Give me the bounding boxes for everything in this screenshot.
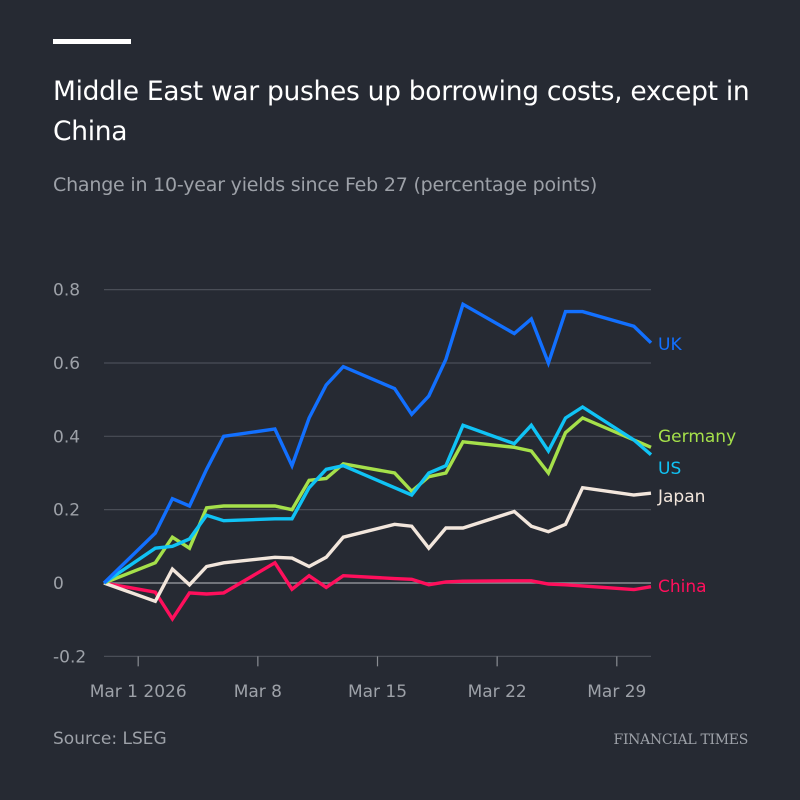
x-tick-label: Mar 22	[468, 682, 527, 702]
chart-subtitle: Change in 10-year yields since Feb 27 (p…	[53, 174, 598, 196]
series-label-germany: Germany	[658, 427, 736, 447]
x-tick-label: Mar 15	[348, 682, 407, 702]
series-line-japan	[103, 485, 652, 604]
y-tick-label: 0.8	[53, 281, 80, 301]
ft-logo: FINANCIAL TIMES	[613, 732, 749, 748]
title-accent-bar	[53, 39, 131, 44]
series-label-japan: Japan	[657, 487, 705, 507]
series-label-us: US	[658, 459, 681, 479]
y-tick-label: 0	[53, 574, 64, 594]
series-line-us	[103, 404, 653, 585]
x-tick-label: Mar 8	[234, 682, 282, 702]
chart-title: Middle East war pushes up borrowing cost…	[53, 76, 750, 147]
series-line-germany	[103, 416, 652, 585]
y-tick-label: 0.2	[53, 501, 80, 521]
series-line-uk	[102, 301, 653, 585]
series-line-china	[103, 560, 652, 623]
y-tick-label: 0.6	[53, 354, 80, 374]
x-tick-label: Mar 29	[587, 682, 646, 702]
series-label-china: China	[658, 577, 707, 597]
y-tick-label: 0.4	[53, 427, 80, 447]
x-tick-label: Mar 1 2026	[90, 682, 187, 702]
series-label-uk: UK	[658, 335, 682, 355]
source-note: Source: LSEG	[53, 729, 167, 749]
y-tick-label: -0.2	[53, 647, 86, 667]
